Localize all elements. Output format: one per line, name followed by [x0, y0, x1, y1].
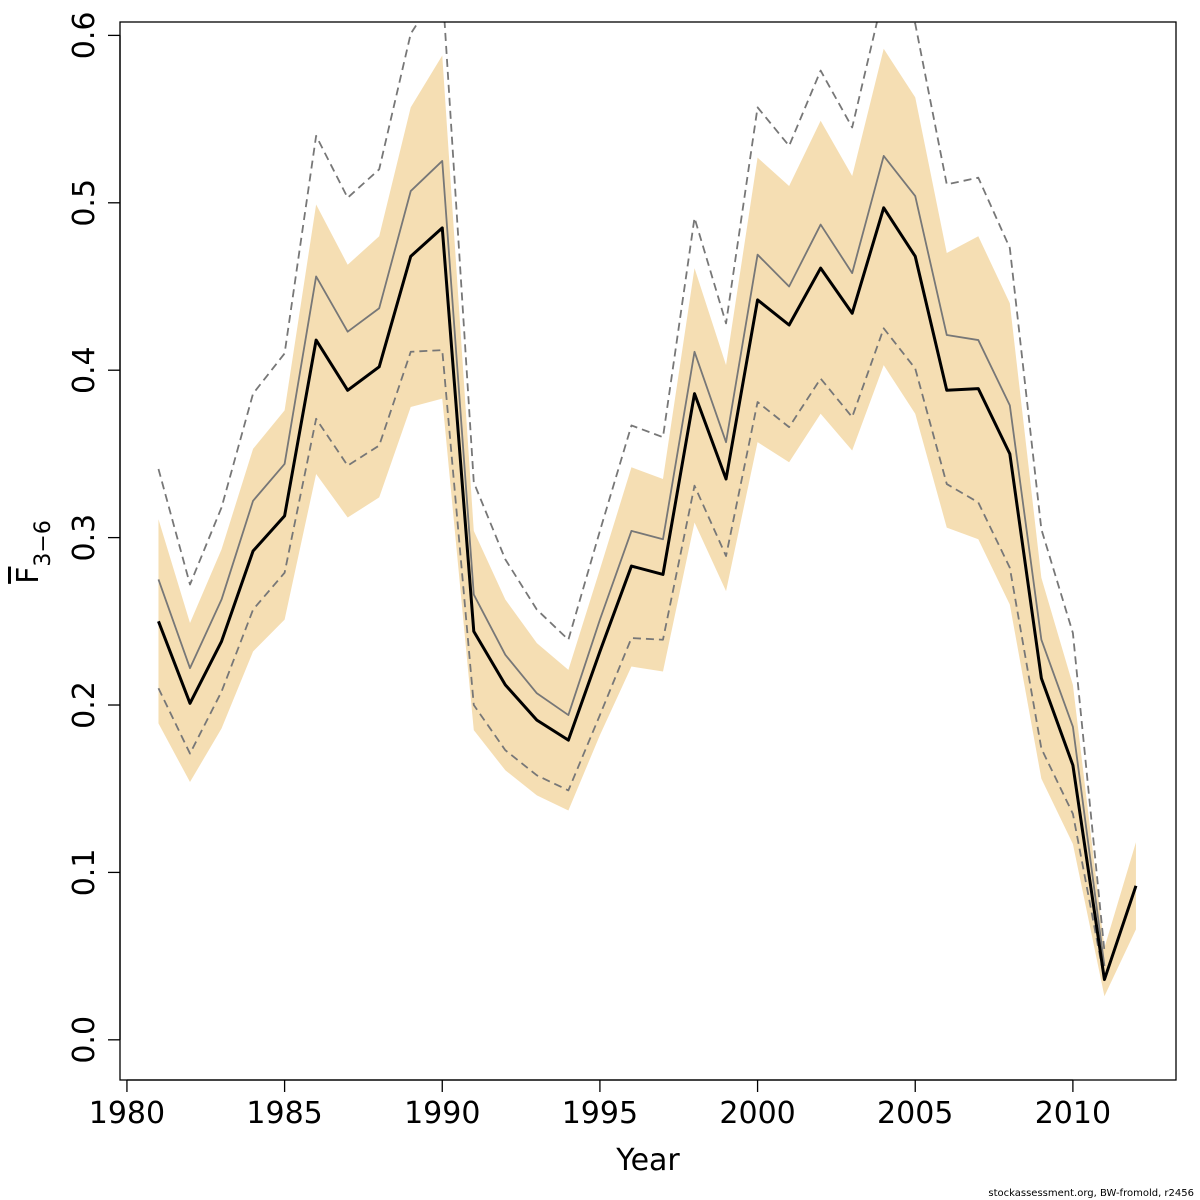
y-axis-label-main: F [11, 567, 46, 584]
y-tick-label: 0.0 [67, 1016, 102, 1064]
series-line [157, 206, 1138, 982]
plot-area [157, 22, 1138, 997]
x-tick-label: 1990 [404, 1096, 480, 1131]
footer: stockassessment.org, BW-fromold, r2456 [988, 1188, 1194, 1199]
y-tick-label: 0.1 [67, 849, 102, 897]
y-axis-label: F3−6 [11, 520, 56, 584]
series-line [157, 327, 1106, 980]
y-tick-label: 0.2 [67, 681, 102, 729]
x-tick-label: 2005 [877, 1096, 953, 1131]
x-tick-label: 2000 [719, 1096, 795, 1131]
x-axis-label: Year [615, 1143, 680, 1178]
x-tick-label: 1995 [562, 1096, 638, 1131]
y-tick-label: 0.6 [67, 12, 102, 60]
series-line [157, 155, 1106, 967]
series-line [157, 22, 1106, 952]
y-tick-label: 0.4 [67, 346, 102, 394]
y-axis-label-subscript: 3−6 [31, 520, 56, 566]
x-tick-label: 1985 [246, 1096, 322, 1131]
x-tick-label: 2010 [1035, 1096, 1111, 1131]
y-tick-label: 0.5 [67, 179, 102, 227]
y-tick-label: 0.3 [67, 514, 102, 562]
confidence-band [158, 48, 1136, 997]
x-tick-label: 1980 [89, 1096, 165, 1131]
